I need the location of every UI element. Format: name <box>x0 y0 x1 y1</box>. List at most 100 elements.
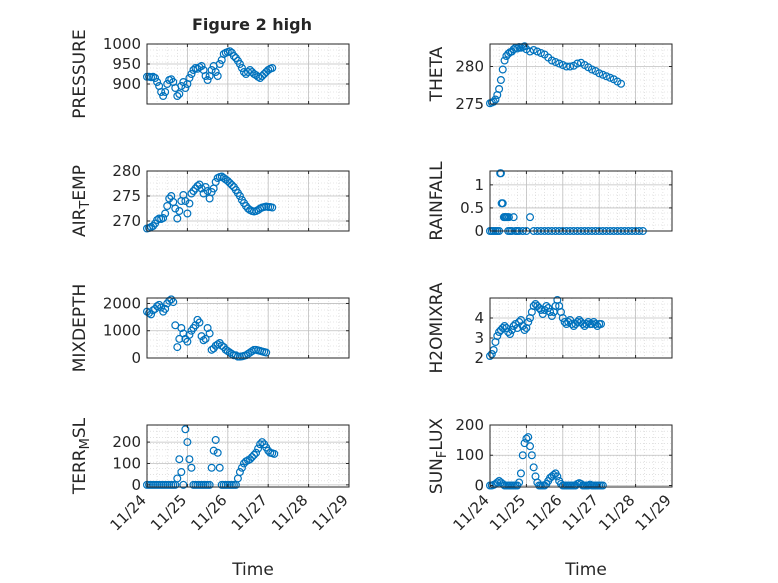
data-point <box>221 345 230 354</box>
data-point <box>268 203 277 212</box>
data-point <box>524 433 533 442</box>
data-point <box>173 214 182 223</box>
y-axis-label: SUNFLUX <box>427 418 450 495</box>
data-point <box>205 480 214 489</box>
data-point <box>500 56 509 65</box>
data-point <box>223 177 232 186</box>
data-point <box>509 213 518 222</box>
data-point <box>173 343 182 352</box>
data-point <box>169 298 178 307</box>
axes-box <box>489 424 673 488</box>
y-tick-label: 100 <box>455 446 484 464</box>
data-point <box>171 204 180 213</box>
data-point <box>582 320 591 329</box>
y-tick-label: 200 <box>455 416 484 434</box>
data-point <box>551 57 560 66</box>
data-point <box>173 474 182 483</box>
data-point <box>553 472 562 481</box>
data-point <box>223 347 232 356</box>
data-point <box>201 334 210 343</box>
y-axis-label: H2OMIXRA <box>427 282 447 373</box>
data-point <box>207 345 216 354</box>
axes-box <box>489 297 673 359</box>
data-point <box>161 87 170 96</box>
data-point <box>493 332 502 341</box>
data-point <box>153 302 162 311</box>
y-tick-label: 0 <box>131 476 141 494</box>
data-point <box>211 341 220 350</box>
y-tick-label: 3 <box>474 329 484 347</box>
data-point <box>209 446 218 455</box>
data-markers <box>143 295 271 361</box>
data-point <box>248 453 257 462</box>
data-point <box>197 61 206 70</box>
data-point <box>187 189 196 198</box>
data-point <box>149 222 158 231</box>
data-point <box>513 44 522 53</box>
data-point <box>516 469 525 478</box>
data-point <box>185 330 194 339</box>
data-point <box>237 463 246 472</box>
data-point <box>185 199 194 208</box>
figure-title: Figure 2 high <box>192 15 312 34</box>
y-axis-label: THETA <box>427 46 447 102</box>
data-point <box>573 59 582 68</box>
y-tick-label: 0 <box>474 476 484 494</box>
axes-box <box>146 297 350 359</box>
data-point <box>225 47 234 56</box>
data-point <box>533 47 542 56</box>
data-point <box>555 59 564 68</box>
data-point <box>536 48 545 57</box>
data-point <box>254 206 263 215</box>
y-tick-label: 0 <box>131 349 141 367</box>
data-point <box>159 91 168 100</box>
data-point <box>495 84 504 93</box>
data-point <box>191 321 200 330</box>
data-point <box>203 75 212 84</box>
data-point <box>241 202 250 211</box>
data-point <box>566 316 575 325</box>
data-point <box>597 320 606 329</box>
data-point <box>246 455 255 464</box>
axes-box <box>146 170 350 232</box>
data-point <box>529 45 538 54</box>
x-axis-label: Time <box>231 560 274 580</box>
data-point <box>558 314 567 323</box>
data-point <box>191 184 200 193</box>
data-point <box>201 183 210 192</box>
y-tick-label: 950 <box>112 55 141 73</box>
data-point <box>250 450 259 459</box>
data-point <box>181 83 190 92</box>
data-point <box>213 448 222 457</box>
data-point <box>211 67 220 76</box>
data-point <box>560 318 569 327</box>
data-point <box>215 59 224 68</box>
data-point <box>487 350 496 359</box>
y-tick-label: 280 <box>455 58 484 76</box>
y-tick-label: 1000 <box>103 35 141 53</box>
data-point <box>500 322 509 331</box>
y-tick-label: 2000 <box>103 294 141 312</box>
data-point <box>235 192 244 201</box>
chart-rainfall: 0 0.5 1 RAINFALL <box>427 161 673 241</box>
data-point <box>163 202 172 211</box>
data-point <box>529 302 538 311</box>
data-point <box>183 209 192 218</box>
y-tick-label: 200 <box>112 433 141 451</box>
data-point <box>195 318 204 327</box>
data-point <box>244 204 253 213</box>
data-point <box>587 65 596 74</box>
data-point <box>558 60 567 69</box>
data-point <box>260 69 269 78</box>
data-point <box>207 463 216 472</box>
data-point <box>591 320 600 329</box>
data-point <box>498 65 507 74</box>
data-point <box>522 434 531 443</box>
data-point <box>205 329 214 338</box>
x-axis-label: Time <box>564 560 607 580</box>
data-point <box>227 181 236 190</box>
data-point <box>235 468 244 477</box>
axes-box <box>146 43 350 105</box>
data-point <box>498 199 507 208</box>
